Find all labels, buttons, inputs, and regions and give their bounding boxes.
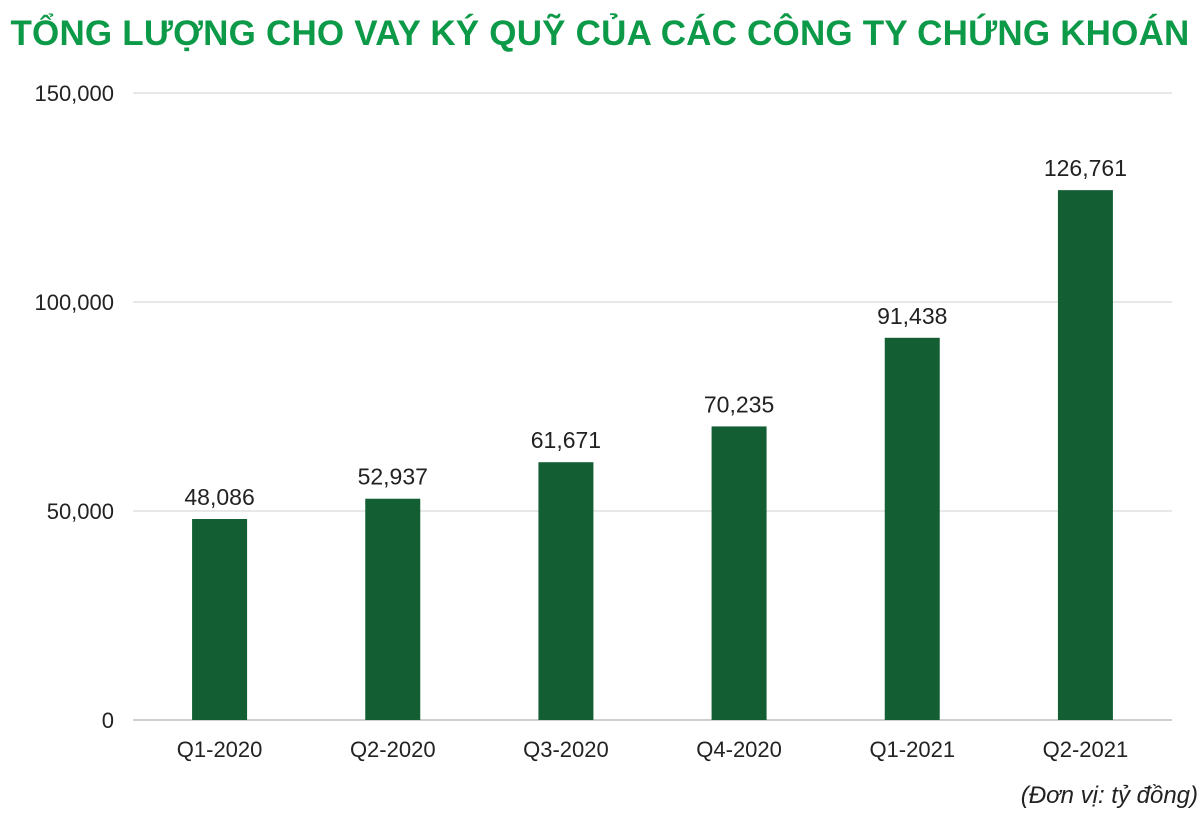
x-tick-label: Q2-2020 — [350, 737, 436, 762]
unit-note: (Đơn vị: tỷ đồng) — [1020, 782, 1198, 809]
data-label: 61,671 — [531, 427, 601, 453]
x-tick-label: Q1-2020 — [177, 737, 263, 762]
y-tick-label: 100,000 — [34, 290, 114, 315]
data-label: 91,438 — [877, 303, 947, 329]
data-label: 70,235 — [704, 391, 774, 417]
bar — [1057, 190, 1113, 720]
y-tick-label: 50,000 — [47, 499, 114, 524]
data-label: 48,086 — [184, 484, 254, 510]
bar — [365, 498, 421, 720]
y-tick-label: 0 — [102, 708, 114, 733]
x-tick-label: Q4-2020 — [696, 737, 782, 762]
x-tick-label: Q1-2021 — [869, 737, 955, 762]
y-tick-label: 150,000 — [34, 81, 114, 106]
x-tick-label: Q3-2020 — [523, 737, 609, 762]
bar — [884, 337, 940, 720]
bar — [538, 462, 594, 720]
x-tick-label: Q2-2021 — [1043, 737, 1129, 762]
data-label: 52,937 — [358, 464, 428, 490]
bar — [192, 519, 248, 720]
bar — [711, 426, 767, 720]
chart-title: TỔNG LƯỢNG CHO VAY KÝ QUỸ CỦA CÁC CÔNG T… — [10, 14, 1190, 53]
data-label: 126,761 — [1044, 155, 1127, 181]
